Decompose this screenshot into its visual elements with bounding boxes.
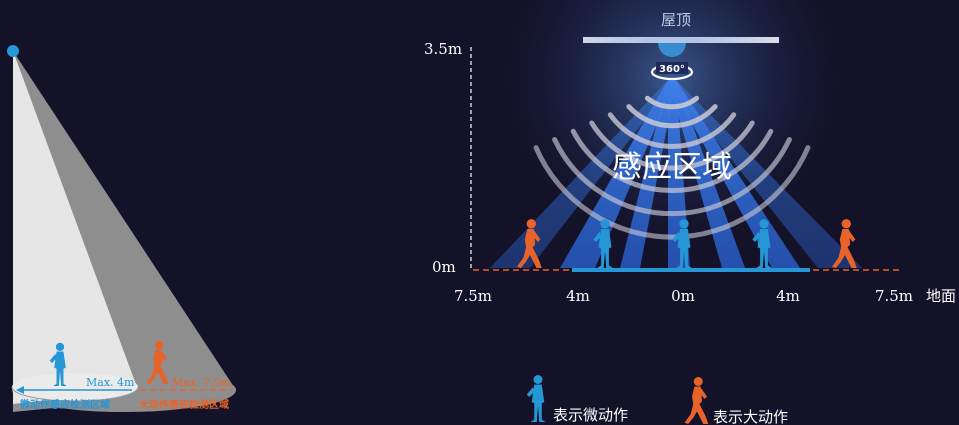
arc [589, 120, 755, 171]
rotation-label: 360° [659, 64, 685, 75]
macro-range-label: Max. 7.5m [172, 376, 232, 389]
micro-range-label: Max. 4m [86, 376, 135, 389]
height-top-label: 3.5m [424, 40, 462, 58]
side-view-panel: Max. 4m Max. 7.5m 微动作感应检测区域 大动作感应检测区域 [7, 45, 236, 412]
x-tick-label: 7.5m [454, 287, 492, 305]
arc [533, 145, 811, 240]
rotation-label-bg [656, 62, 688, 74]
zone-title: 感应区域 [612, 150, 732, 185]
beam [490, 80, 676, 268]
legend-micro-label: 表示微动作 [553, 406, 628, 424]
legend-macro-label: 表示大动作 [713, 408, 788, 425]
x-tick-label: 4m [566, 287, 590, 305]
height-bottom-label: 0m [432, 258, 456, 276]
arc [644, 95, 700, 110]
x-tick-label: 0m [671, 287, 695, 305]
detection-arcs [533, 95, 811, 240]
ground-label: 地面 [926, 287, 956, 305]
beam [668, 80, 745, 268]
x-tick-label: 4m [776, 287, 800, 305]
micro-detection-cone [13, 51, 138, 404]
legend: 表示微动作 表示大动作 [526, 375, 788, 425]
arc [607, 112, 737, 149]
x-axis-ticks: 7.5m 4m 0m 4m 7.5m [454, 287, 913, 305]
legend-micro-icon [526, 375, 546, 422]
arc [626, 104, 718, 129]
macro-zone-label: 大动作感应检测区域 [139, 398, 229, 411]
micro-range-arrowhead [16, 386, 24, 394]
micro-detection-base [12, 373, 138, 401]
micro-base-rim [11, 386, 139, 402]
micro-ground-zone [572, 268, 810, 272]
front-view-panel: 屋顶 360° [424, 0, 956, 305]
arc [552, 137, 792, 217]
micro-zone-label: 微动作感应检测区域 [19, 398, 110, 411]
arc [570, 128, 774, 194]
rotation-indicator: 360° [650, 62, 694, 81]
sensor-dot [7, 45, 19, 57]
x-tick-label: 7.5m [875, 287, 913, 305]
legend-macro-icon [684, 377, 709, 424]
